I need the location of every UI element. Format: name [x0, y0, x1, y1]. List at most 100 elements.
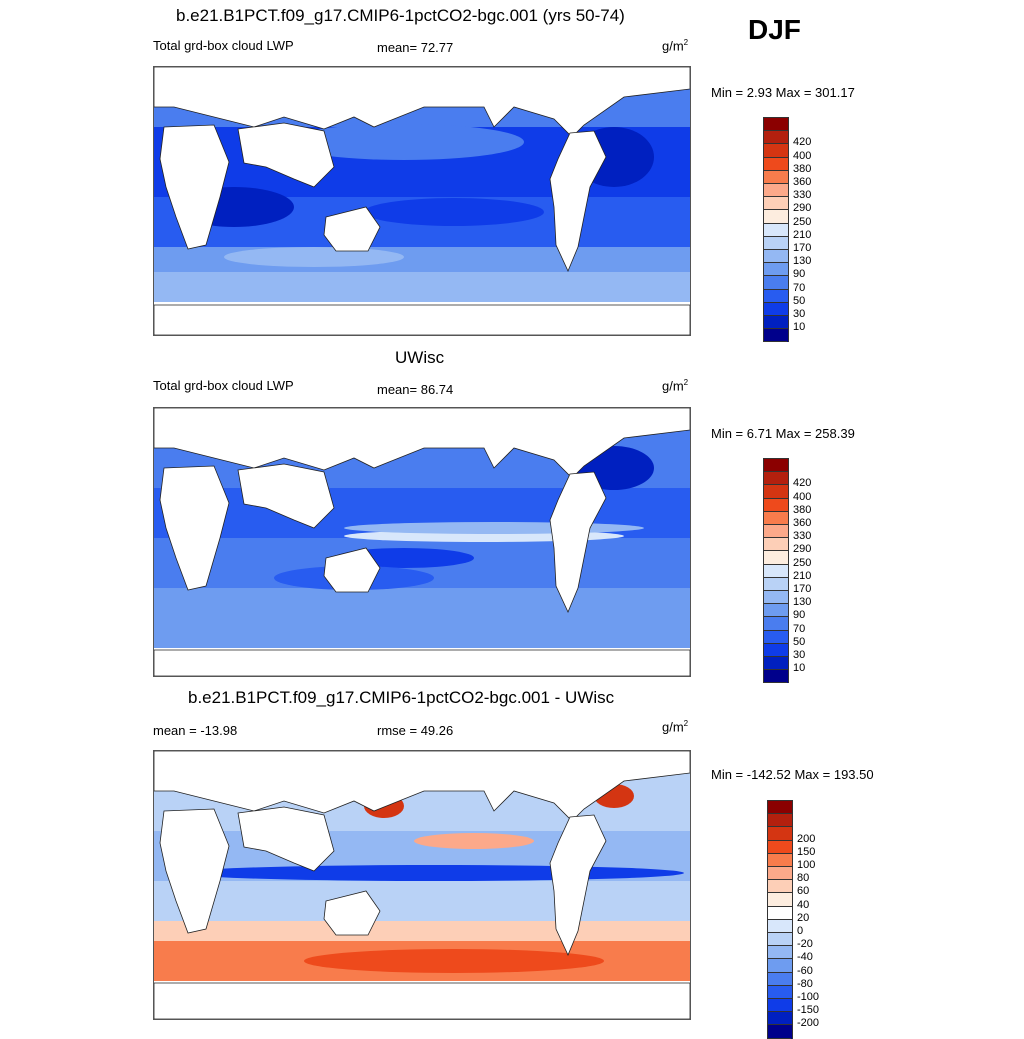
colorbar-swatch [767, 866, 793, 881]
colorbar-swatch [763, 196, 789, 211]
panel-2-title: UWisc [395, 348, 445, 367]
colorbar-swatch [763, 616, 789, 631]
season-label: DJF [748, 14, 801, 45]
colorbar-label: 60 [797, 885, 810, 898]
colorbar-swatch [763, 484, 789, 499]
colorbar-swatch [763, 563, 789, 578]
colorbar-swatch [763, 301, 789, 316]
colorbar-swatch [763, 590, 789, 605]
colorbar-label: 70 [793, 281, 806, 294]
colorbar-label: 360 [793, 176, 812, 188]
colorbar-swatch [763, 288, 789, 303]
panel-1-continents [154, 67, 690, 335]
colorbar-swatch [767, 826, 793, 841]
colorbar-swatch [763, 143, 789, 158]
panel-3-title: b.e21.B1PCT.f09_g17.CMIP6-1pctCO2-bgc.00… [188, 688, 615, 707]
colorbar-label: 30 [793, 649, 806, 661]
colorbar-swatch [767, 879, 793, 894]
colorbar-label: 100 [797, 859, 816, 871]
colorbar-swatch [767, 839, 793, 854]
colorbar-label: 290 [793, 543, 812, 556]
panel-1-variable-label: Total grd-box cloud LWP [153, 38, 294, 53]
colorbar-swatch [767, 1024, 793, 1039]
panel-2-map [153, 407, 691, 677]
colorbar-swatch [763, 130, 789, 145]
colorbar-label: 50 [793, 635, 806, 648]
colorbar-swatch [763, 603, 789, 618]
colorbar-label: 290 [793, 202, 812, 215]
panel-3-map [153, 750, 691, 1020]
colorbar-label: 360 [793, 517, 812, 529]
colorbar-label: -40 [797, 951, 813, 964]
colorbar-label: -100 [797, 991, 820, 1003]
colorbar-label: 130 [793, 255, 812, 268]
colorbar-label: 10 [793, 321, 806, 334]
panel-2-units: g/m2 [662, 378, 689, 394]
panel-1-map [153, 66, 691, 336]
colorbar-swatch [763, 156, 789, 171]
colorbar-label: 90 [793, 268, 806, 281]
colorbar-label: 130 [793, 596, 812, 609]
panel-3-minmax: Min = -142.52 Max = 193.50 [711, 767, 874, 782]
colorbar-bottom-edge [763, 341, 787, 343]
colorbar-swatch [763, 497, 789, 512]
colorbar-swatch [763, 656, 789, 671]
colorbar-label: 170 [793, 583, 812, 595]
colorbar-swatch [763, 669, 789, 684]
colorbar-label: 0 [797, 925, 804, 937]
colorbar-swatch [763, 222, 789, 237]
colorbar-label: 380 [793, 162, 812, 175]
colorbar-swatch [763, 550, 789, 565]
colorbar-label: 210 [793, 228, 812, 241]
colorbar-swatch [767, 813, 793, 828]
colorbar-swatch [763, 275, 789, 290]
colorbar-swatch [763, 249, 789, 264]
panel-3-units: g/m2 [662, 719, 689, 735]
colorbar-swatch [763, 117, 789, 132]
colorbar-label: 250 [793, 556, 812, 569]
colorbar-label: 70 [793, 622, 806, 635]
colorbar-label: 50 [793, 294, 806, 307]
colorbar-swatch [763, 524, 789, 539]
colorbar-swatch [763, 537, 789, 552]
colorbar-swatch [767, 800, 793, 815]
colorbar-swatch [767, 852, 793, 867]
colorbar-swatch [767, 958, 793, 973]
colorbar-label: -150 [797, 1004, 820, 1017]
colorbar-swatch [767, 998, 793, 1013]
colorbar-label: -60 [797, 964, 813, 977]
panel-2-minmax: Min = 6.71 Max = 258.39 [711, 426, 855, 441]
colorbar-swatch [767, 892, 793, 907]
colorbar-label: 170 [793, 242, 812, 254]
colorbar-label: 400 [793, 490, 812, 503]
colorbar-label: 210 [793, 569, 812, 582]
colorbar-swatch [763, 169, 789, 184]
colorbar-swatch [763, 629, 789, 644]
colorbar-swatch [763, 458, 789, 473]
colorbar-label: 80 [797, 872, 810, 885]
panel-1-minmax: Min = 2.93 Max = 301.17 [711, 85, 855, 100]
colorbar-swatch [763, 471, 789, 486]
colorbar-swatch [763, 642, 789, 657]
colorbar-swatch [763, 209, 789, 224]
colorbar-label: 330 [793, 189, 812, 202]
colorbar-label: 380 [793, 503, 812, 516]
panel-1-mean-label: mean= 72.77 [377, 40, 454, 55]
colorbar-label: 420 [793, 136, 812, 149]
panel-3-mean-label: mean = -13.98 [153, 723, 238, 738]
colorbar-swatch [763, 576, 789, 591]
colorbar-label: 420 [793, 477, 812, 490]
colorbar-swatch [763, 328, 789, 343]
colorbar-swatch [767, 945, 793, 960]
colorbar-label: -20 [797, 938, 813, 951]
panel-1-title: b.e21.B1PCT.f09_g17.CMIP6-1pctCO2-bgc.00… [176, 6, 625, 25]
colorbar-label: 90 [793, 609, 806, 622]
colorbar-label: 30 [793, 308, 806, 320]
colorbar-label: 250 [793, 215, 812, 228]
colorbar-swatch [763, 262, 789, 277]
colorbar-swatch [763, 183, 789, 198]
colorbar-label: 40 [797, 898, 810, 911]
panel-2-mean-label: mean= 86.74 [377, 382, 454, 397]
panel-3-continents [154, 751, 690, 1019]
colorbar-swatch [763, 315, 789, 330]
